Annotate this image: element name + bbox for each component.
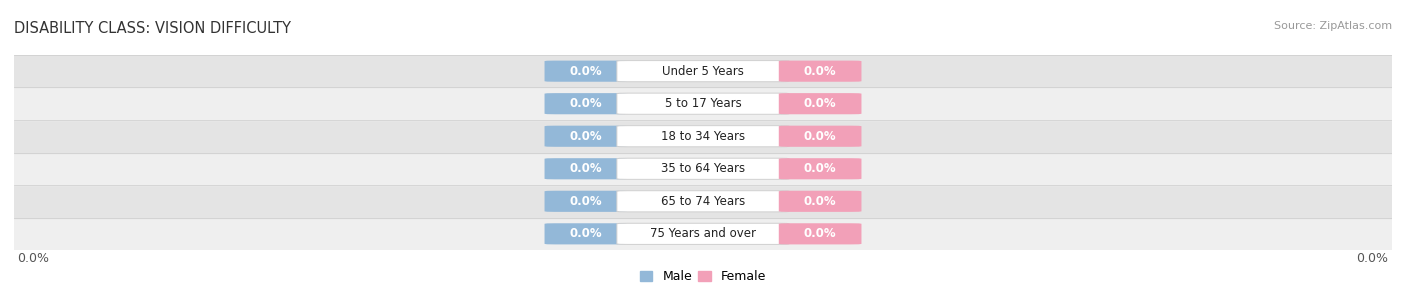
Bar — [14, 217, 1392, 250]
Text: 0.0%: 0.0% — [804, 65, 837, 78]
FancyBboxPatch shape — [617, 126, 789, 147]
FancyBboxPatch shape — [779, 223, 862, 244]
Text: 5 to 17 Years: 5 to 17 Years — [665, 97, 741, 110]
Text: 0.0%: 0.0% — [804, 130, 837, 143]
Text: 0.0%: 0.0% — [569, 162, 602, 175]
Bar — [14, 55, 1392, 88]
Text: 0.0%: 0.0% — [569, 130, 602, 143]
Bar — [14, 152, 1392, 185]
FancyBboxPatch shape — [617, 93, 789, 114]
FancyBboxPatch shape — [544, 158, 627, 179]
Text: 0.0%: 0.0% — [1357, 252, 1389, 265]
Text: 0.0%: 0.0% — [804, 162, 837, 175]
Legend: Male, Female: Male, Female — [636, 266, 770, 287]
FancyBboxPatch shape — [617, 191, 789, 212]
Text: 0.0%: 0.0% — [804, 97, 837, 110]
Text: 18 to 34 Years: 18 to 34 Years — [661, 130, 745, 143]
Bar — [14, 88, 1392, 120]
Text: 35 to 64 Years: 35 to 64 Years — [661, 162, 745, 175]
Text: 0.0%: 0.0% — [17, 252, 49, 265]
Text: 75 Years and over: 75 Years and over — [650, 227, 756, 240]
FancyBboxPatch shape — [617, 158, 789, 179]
Bar — [14, 120, 1392, 152]
Text: Under 5 Years: Under 5 Years — [662, 65, 744, 78]
FancyBboxPatch shape — [544, 93, 627, 114]
FancyBboxPatch shape — [779, 126, 862, 147]
FancyBboxPatch shape — [544, 191, 627, 212]
Text: 0.0%: 0.0% — [569, 227, 602, 240]
Text: Source: ZipAtlas.com: Source: ZipAtlas.com — [1274, 21, 1392, 31]
FancyBboxPatch shape — [779, 191, 862, 212]
FancyBboxPatch shape — [617, 223, 789, 244]
Text: DISABILITY CLASS: VISION DIFFICULTY: DISABILITY CLASS: VISION DIFFICULTY — [14, 21, 291, 36]
FancyBboxPatch shape — [544, 126, 627, 147]
Text: 65 to 74 Years: 65 to 74 Years — [661, 195, 745, 208]
Text: 0.0%: 0.0% — [569, 65, 602, 78]
Text: 0.0%: 0.0% — [804, 195, 837, 208]
Text: 0.0%: 0.0% — [804, 227, 837, 240]
FancyBboxPatch shape — [617, 61, 789, 82]
FancyBboxPatch shape — [779, 93, 862, 114]
FancyBboxPatch shape — [779, 61, 862, 82]
FancyBboxPatch shape — [779, 158, 862, 179]
Text: 0.0%: 0.0% — [569, 97, 602, 110]
FancyBboxPatch shape — [544, 61, 627, 82]
Bar — [14, 185, 1392, 217]
FancyBboxPatch shape — [544, 223, 627, 244]
Text: 0.0%: 0.0% — [569, 195, 602, 208]
